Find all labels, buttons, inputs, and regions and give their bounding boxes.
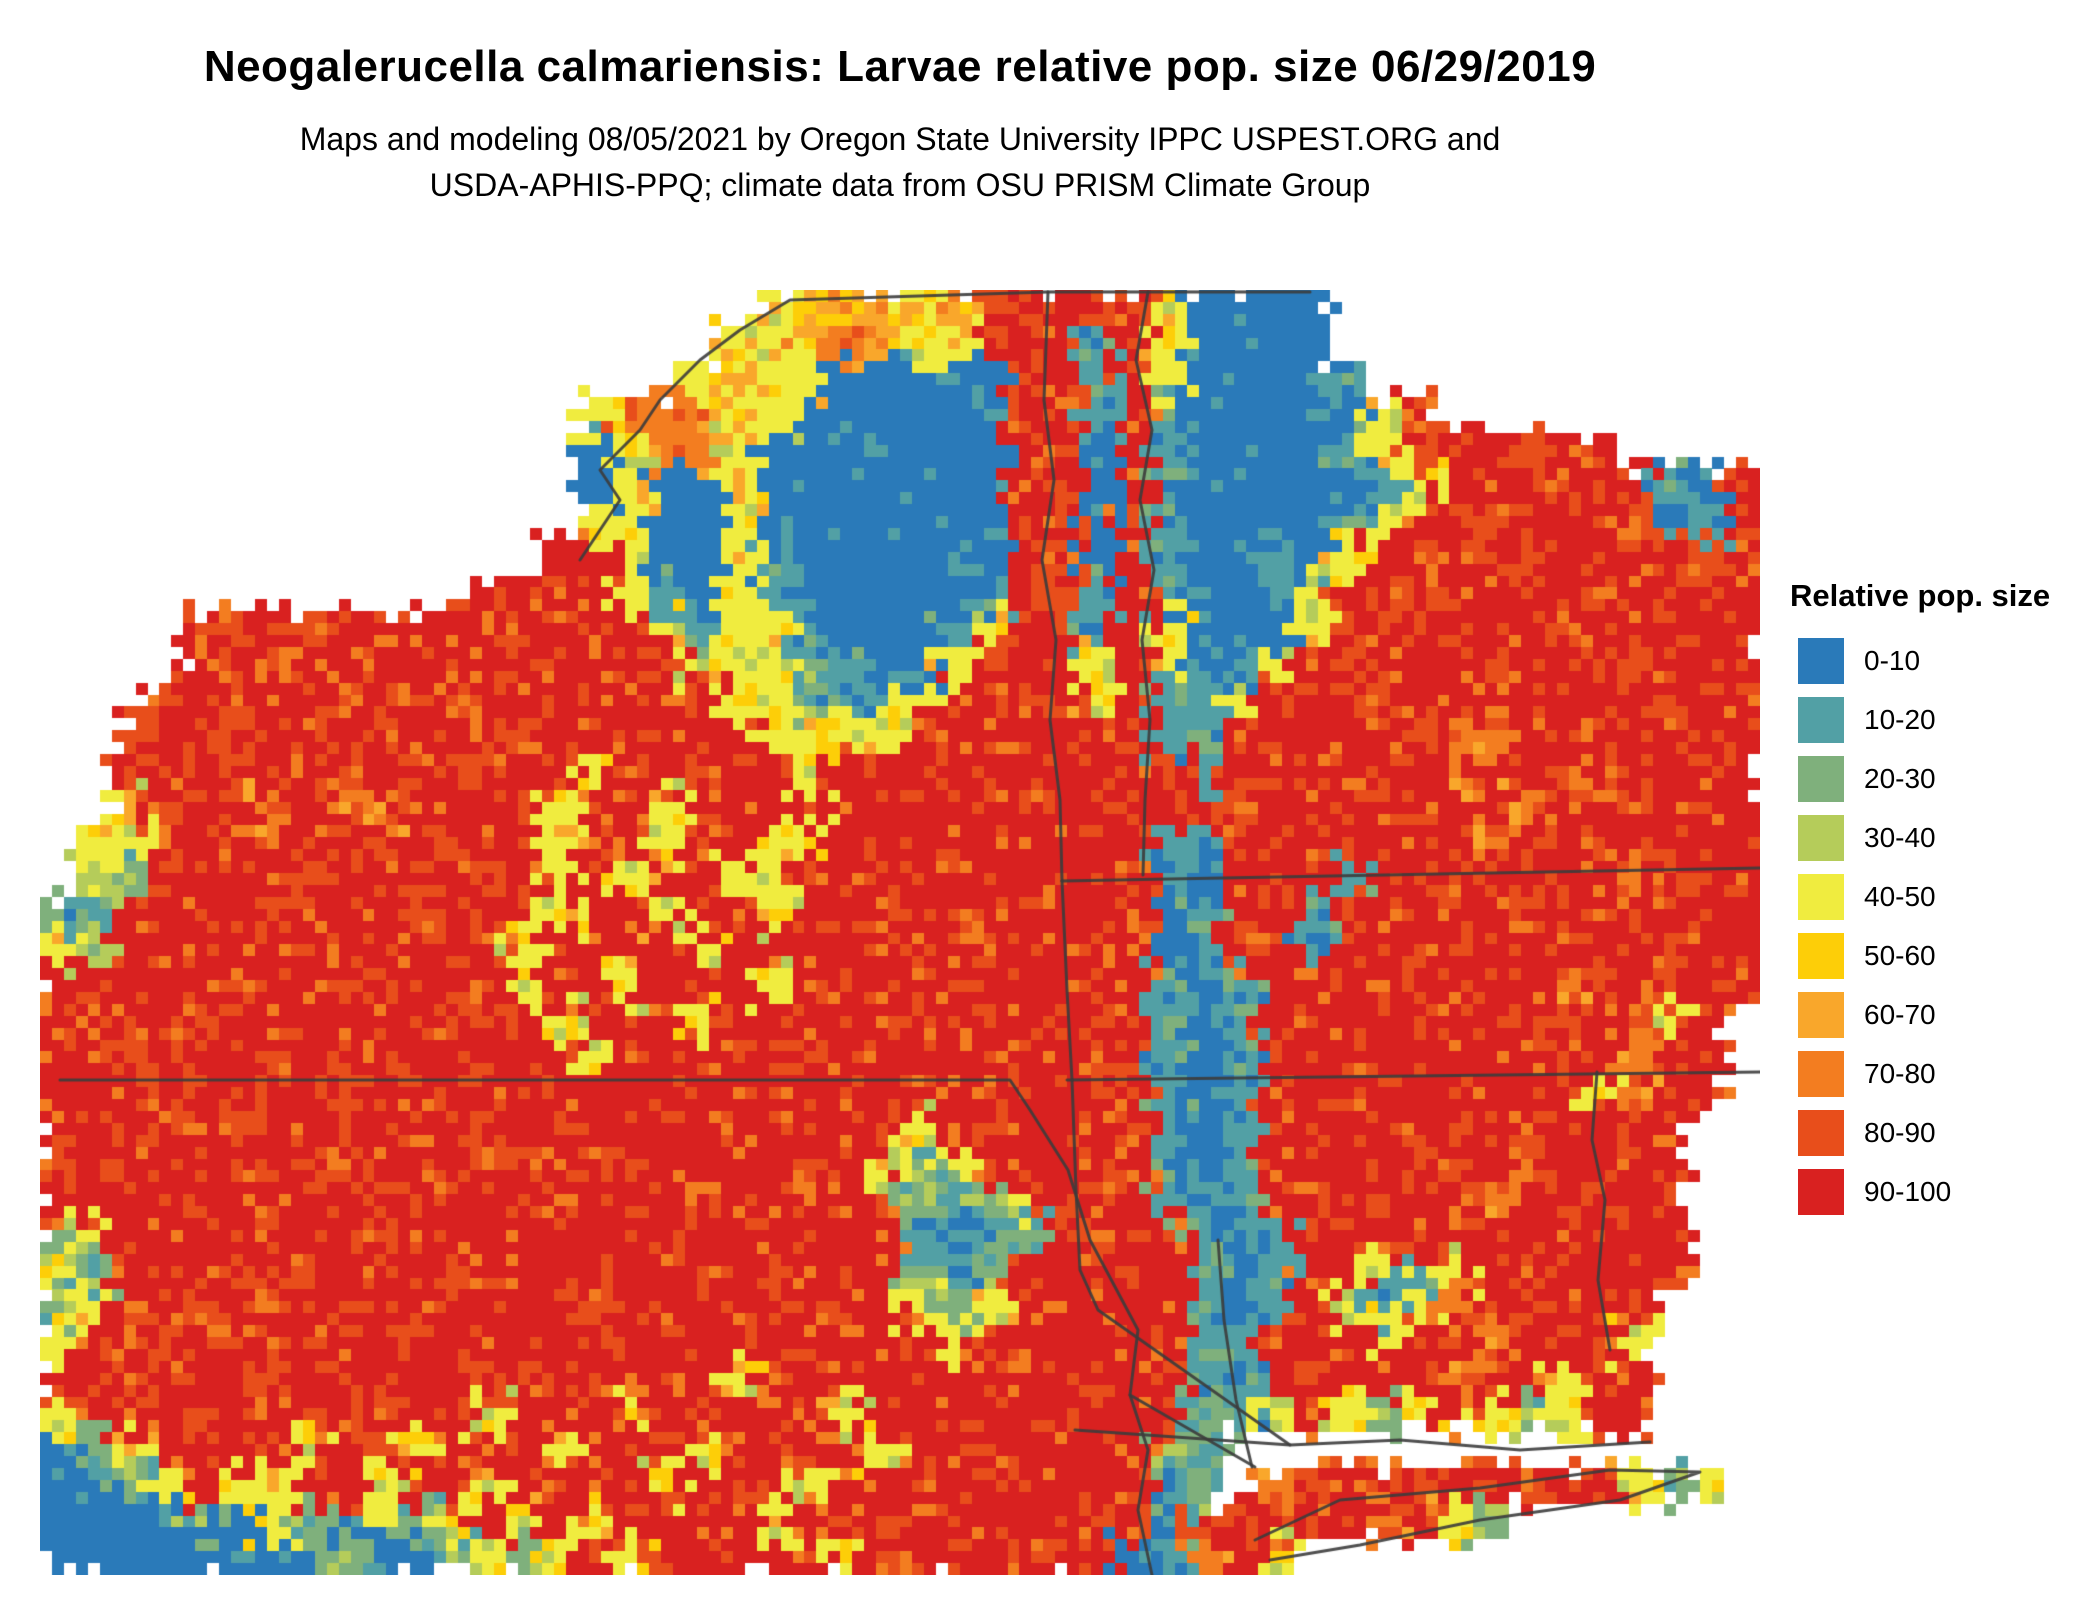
legend-swatch [1798,697,1844,743]
legend-label: 80-90 [1864,1117,1936,1148]
legend-swatch [1798,1169,1844,1215]
legend-swatch [1798,815,1844,861]
legend-label: 30-40 [1864,822,1936,853]
page-title: Neogalerucella calmariensis: Larvae rela… [203,42,1597,91]
legend-label: 70-80 [1864,1058,1936,1089]
legend-item: 50-60 [1790,933,2100,979]
legend-title: Relative pop. size [1790,578,2051,613]
page-subtitle-line1: Maps and modeling 08/05/2021 by Oregon S… [299,121,1501,157]
page-subtitle-line2: USDA-APHIS-PPQ; climate data from OSU PR… [429,167,1371,203]
legend-label: 20-30 [1864,763,1936,794]
legend-item: 30-40 [1790,815,2100,861]
legend-label: 40-50 [1864,881,1936,912]
legend-swatch [1798,992,1844,1038]
legend-swatch [1798,874,1844,920]
population-map-canvas [40,290,1760,1575]
header: Neogalerucella calmariensis: Larvae rela… [0,42,1800,208]
legend-swatch [1798,1110,1844,1156]
legend-item: 40-50 [1790,874,2100,920]
legend-swatch [1798,933,1844,979]
legend: Relative pop. size 0-10 10-20 20-30 30-40 40… [1790,578,2100,1228]
legend-items: 0-10 10-20 20-30 30-40 40-50 50-60 60-70 70-80 8… [1790,638,2100,1215]
page-subtitle: Maps and modeling 08/05/2021 by Oregon S… [0,116,1800,208]
legend-item: 10-20 [1790,697,2100,743]
legend-item: 20-30 [1790,756,2100,802]
legend-swatch [1798,1051,1844,1097]
legend-swatch [1798,638,1844,684]
legend-label: 50-60 [1864,940,1936,971]
legend-item: 90-100 [1790,1169,2100,1215]
legend-label: 0-10 [1864,645,1921,676]
legend-item: 80-90 [1790,1110,2100,1156]
legend-item: 60-70 [1790,992,2100,1038]
legend-swatch [1798,756,1844,802]
legend-item: 0-10 [1790,638,2100,684]
legend-label: 60-70 [1864,999,1936,1030]
legend-label: 10-20 [1864,704,1936,735]
legend-label: 90-100 [1864,1176,1952,1207]
legend-item: 70-80 [1790,1051,2100,1097]
